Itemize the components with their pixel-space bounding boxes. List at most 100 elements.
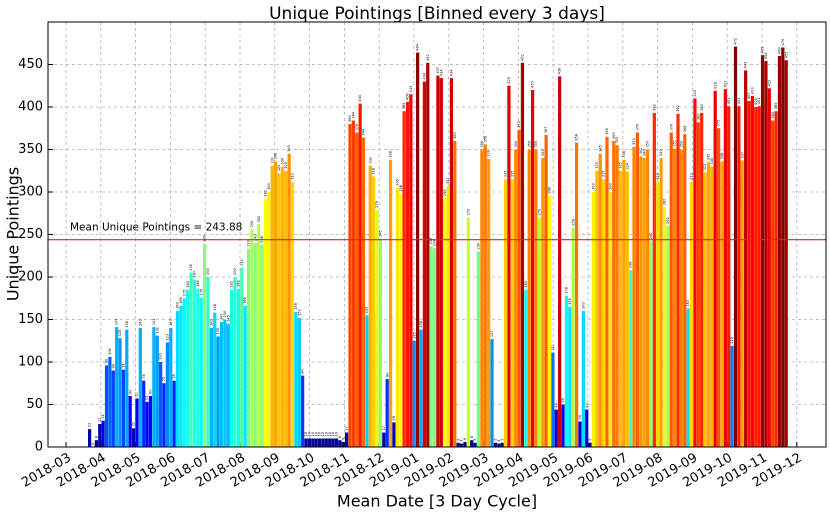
bar: [165, 342, 169, 447]
bar-value-label: 125: [412, 332, 416, 339]
bar-value-label: 454: [764, 52, 768, 59]
bar: [213, 312, 217, 447]
bar-value-label: 325: [619, 162, 623, 169]
bar-value-label: 380: [348, 115, 352, 122]
bar-value-label: 393: [700, 104, 704, 111]
bar: [341, 441, 345, 447]
bar-value-label: 111: [551, 344, 555, 351]
bar: [128, 396, 132, 447]
bar: [182, 298, 186, 447]
bar: [148, 396, 153, 447]
bar: [740, 160, 744, 448]
bar-value-label: 5: [500, 439, 504, 441]
bar-value-label: 384: [771, 111, 775, 118]
bar: [493, 442, 498, 447]
bar: [121, 369, 126, 447]
bar-value-label: 351: [673, 140, 677, 147]
bar: [331, 438, 335, 447]
bar-value-label: 300: [592, 183, 596, 190]
bar: [138, 328, 142, 447]
bar: [669, 132, 673, 447]
bar-value-label: 90: [111, 364, 115, 368]
bar-value-label: 260: [666, 217, 670, 224]
bar: [125, 329, 129, 447]
bar: [280, 166, 284, 447]
bar-value-label: 10: [321, 432, 325, 436]
bar-value-label: 10: [335, 432, 339, 436]
bar-value-label: 100: [159, 353, 163, 360]
bar-value-label: 401: [737, 97, 741, 104]
bar-value-label: 298: [399, 185, 403, 192]
bar: [429, 246, 433, 447]
bar: [284, 170, 288, 447]
bar: [517, 129, 521, 447]
bar: [676, 113, 680, 448]
bar: [656, 181, 660, 448]
bar-value-label: 324: [625, 162, 629, 169]
bar-value-label: 436: [558, 68, 562, 75]
bar-value-label: 0: [91, 443, 95, 445]
bar-value-label: 197: [193, 271, 197, 278]
bar-value-label: 185: [230, 281, 234, 288]
y-tick-label: 50: [26, 397, 43, 412]
bar-value-label: 325: [284, 162, 288, 169]
bar-value-label: 8: [94, 436, 98, 438]
bar: [662, 207, 667, 447]
bar: [456, 442, 460, 447]
bar-value-label: 350: [527, 141, 531, 148]
bar: [338, 440, 342, 447]
bar-value-label: 360: [453, 132, 457, 139]
bar-value-label: 175: [182, 290, 186, 297]
bar-value-label: 84: [301, 368, 305, 373]
bar-value-label: 10: [324, 432, 328, 436]
bar: [645, 149, 650, 447]
bar: [683, 134, 687, 447]
bar: [287, 153, 291, 447]
bar-value-label: 6: [341, 438, 345, 440]
bar-value-label: 147: [220, 313, 224, 320]
bar-value-label: 165: [568, 298, 572, 305]
bar-value-label: 270: [537, 209, 541, 216]
bar-value-label: 239: [203, 235, 207, 242]
bar: [500, 442, 504, 447]
bar: [253, 243, 257, 447]
bar-value-label: 57: [135, 392, 139, 396]
bar-value-label: 5: [588, 439, 592, 441]
bar-value-label: 152: [297, 309, 301, 316]
bar: [355, 132, 359, 447]
bar-value-label: 330: [280, 158, 284, 165]
bar: [142, 380, 146, 447]
bar: [635, 132, 640, 447]
bar-value-label: 166: [179, 297, 183, 304]
bar-value-label: 8: [338, 436, 342, 438]
bar: [230, 289, 234, 447]
bar-value-label: 443: [744, 62, 748, 69]
bar-value-label: 211: [240, 259, 244, 266]
bar: [737, 106, 741, 448]
bar-value-label: 145: [226, 315, 230, 322]
y-tick-label: 100: [18, 355, 43, 370]
bar: [476, 251, 481, 447]
bar: [443, 197, 447, 447]
bar-value-label: 242: [649, 233, 653, 240]
bar: [591, 192, 596, 447]
bar: [774, 111, 778, 447]
bar: [108, 356, 112, 447]
bar-value-label: 10: [331, 432, 335, 436]
bar: [595, 170, 599, 447]
bar: [240, 267, 244, 447]
bar: [602, 179, 606, 447]
bar: [216, 336, 220, 447]
bar-value-label: 337: [740, 152, 744, 159]
bar-value-label: 430: [422, 73, 426, 80]
bar: [439, 78, 443, 447]
bar-value-label: 345: [598, 145, 602, 152]
bar: [767, 88, 771, 448]
bar-value-label: 415: [409, 86, 413, 93]
bar-value-label: 340: [642, 149, 646, 156]
bar-value-label: 22: [132, 422, 136, 426]
bar: [257, 224, 261, 447]
bar-value-label: 460: [778, 47, 782, 54]
bar: [246, 248, 251, 447]
bar-value-label: 315: [510, 171, 514, 178]
